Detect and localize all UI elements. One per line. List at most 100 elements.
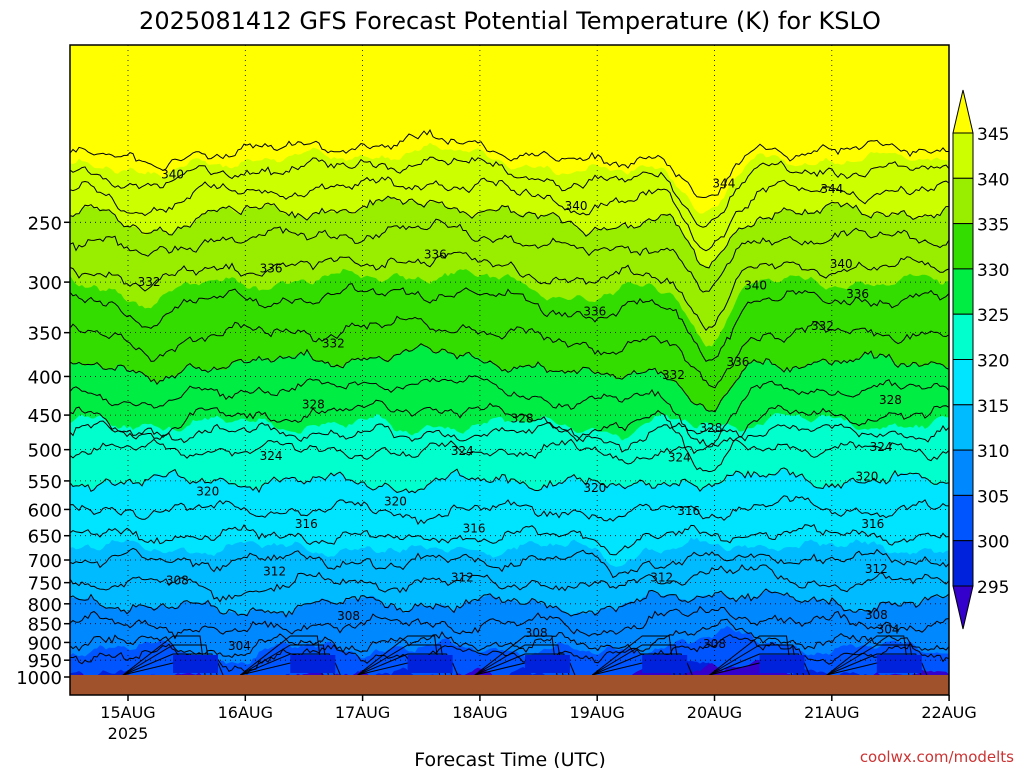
contour-label: 344 xyxy=(820,182,843,196)
colorbar-band xyxy=(952,449,974,496)
x-tick-label: 20AUG xyxy=(687,703,742,722)
contour-line-318 xyxy=(70,495,949,526)
contour-label: 332 xyxy=(662,368,685,382)
contour-line-324 xyxy=(70,420,949,453)
contour-label: 344 xyxy=(712,176,735,190)
contour-line-330 xyxy=(70,343,949,413)
y-tick-label: 900 xyxy=(28,633,62,654)
contour-labels: 340 344 344 340 336 336 340 332 340 336 336 332 332 3… xyxy=(138,167,902,653)
y-tick-label: 1000 xyxy=(16,668,62,689)
x-year-label: 2025 xyxy=(108,724,149,743)
contour-label: 316 xyxy=(861,517,884,531)
contour-label: 316 xyxy=(677,504,700,518)
surface-cold-pocket xyxy=(407,655,453,673)
credit-text: coolwx.com/modelts xyxy=(860,748,1014,766)
y-tick-label: 550 xyxy=(28,472,62,493)
contour-label: 328 xyxy=(879,393,902,407)
contour-label: 304 xyxy=(228,639,251,653)
contour-line-342 xyxy=(70,176,949,252)
contour-label: 316 xyxy=(295,517,318,531)
colorbar-band xyxy=(952,404,974,451)
y-tick-label: 700 xyxy=(28,551,62,572)
x-axis: 15AUG 16AUG 17AUG 18AUG 19AUG 20AUG 21AUG 22AUG xyxy=(100,695,977,722)
contour-label: 324 xyxy=(870,440,893,454)
x-tick-label: 21AUG xyxy=(804,703,859,722)
contour-label: 340 xyxy=(161,167,184,181)
contour-line-334 xyxy=(70,283,949,362)
x-axis-label: Forecast Time (UTC) xyxy=(414,749,605,768)
contour-label: 328 xyxy=(700,421,723,435)
contour-label: 336 xyxy=(424,248,447,262)
y-tick-label: 800 xyxy=(28,595,62,616)
contour-label: 312 xyxy=(263,565,286,579)
colorbar-tick-label: 295 xyxy=(977,578,1009,598)
y-tick-label: 450 xyxy=(28,406,62,427)
contour-label: 324 xyxy=(451,444,474,458)
contour-line-308 xyxy=(70,605,949,640)
contour-line-336 xyxy=(70,251,949,332)
contour-line-312 xyxy=(70,564,949,603)
y-tick-label: 500 xyxy=(28,441,62,462)
colorbar-tick-label: 330 xyxy=(977,261,1009,281)
surface-cold-pocket xyxy=(876,655,922,673)
x-tick-label: 22AUG xyxy=(921,703,976,722)
contour-lines xyxy=(70,129,949,676)
y-tick-label: 350 xyxy=(28,324,62,345)
contour-label: 332 xyxy=(811,319,834,333)
colorbar-band xyxy=(952,313,974,361)
contour-label: 308 xyxy=(703,637,726,651)
colorbar-band xyxy=(952,223,974,270)
plot-area xyxy=(70,45,949,695)
contour-line-316 xyxy=(70,523,949,556)
contour-line-326 xyxy=(70,399,949,473)
contour-label: 320 xyxy=(856,470,879,484)
colorbar-tick-label: 315 xyxy=(977,397,1009,417)
x-tick-label: 17AUG xyxy=(335,703,390,722)
y-tick-label: 300 xyxy=(28,273,62,294)
x-tick-label: 16AUG xyxy=(218,703,273,722)
colorbar-tick-label: 300 xyxy=(977,533,1009,553)
contour-label: 308 xyxy=(525,626,548,640)
contour-label: 320 xyxy=(384,495,407,509)
colorbar-tick-label: 325 xyxy=(977,306,1009,326)
x-tick-label: 19AUG xyxy=(569,703,624,722)
contour-label: 336 xyxy=(260,262,283,276)
colorbar-band xyxy=(952,177,974,225)
colorbar-arrow-bottom xyxy=(952,585,974,630)
contour-label: 340 xyxy=(830,257,853,271)
contour-label: 308 xyxy=(166,573,189,587)
contour-label: 312 xyxy=(865,562,888,576)
contour-label: 328 xyxy=(511,412,534,426)
contour-line-340 xyxy=(70,195,949,269)
contour-line-320 xyxy=(70,467,949,494)
y-tick-label: 850 xyxy=(28,615,62,636)
chart-title: 2025081412 GFS Forecast Potential Temper… xyxy=(139,7,881,35)
contour-line-328 xyxy=(70,375,949,448)
contour-label: 324 xyxy=(668,450,691,464)
contour-label: 336 xyxy=(727,355,750,369)
contour-label: 316 xyxy=(463,522,486,536)
contour-line-338 xyxy=(70,218,949,293)
contour-label: 332 xyxy=(322,337,345,351)
contour-label: 312 xyxy=(650,570,673,584)
colorbar-band xyxy=(952,268,974,315)
contour-label: 336 xyxy=(846,287,869,301)
contour-line-344 xyxy=(70,156,949,228)
colorbar-band xyxy=(952,359,974,406)
contour-line-332 xyxy=(70,315,949,389)
surface-cold-pocket xyxy=(642,655,688,673)
colorbar-tick-label: 335 xyxy=(977,216,1009,236)
y-tick-label: 600 xyxy=(28,500,62,521)
contour-label: 320 xyxy=(196,484,219,498)
surface-cold-pocket xyxy=(290,655,336,673)
contour-label: 308 xyxy=(865,608,888,622)
contour-label: 320 xyxy=(583,481,606,495)
colorbar-tick-label: 345 xyxy=(977,125,1009,145)
contour-label: 332 xyxy=(138,275,161,289)
contour-line-314 xyxy=(70,547,949,579)
colorbar-arrow-top xyxy=(952,89,974,134)
y-tick-label: 650 xyxy=(28,527,62,548)
colorbar: 345 340 335 330 325 320 315 310 305 300 295 xyxy=(952,89,1009,630)
contour-line-306 xyxy=(70,618,949,659)
